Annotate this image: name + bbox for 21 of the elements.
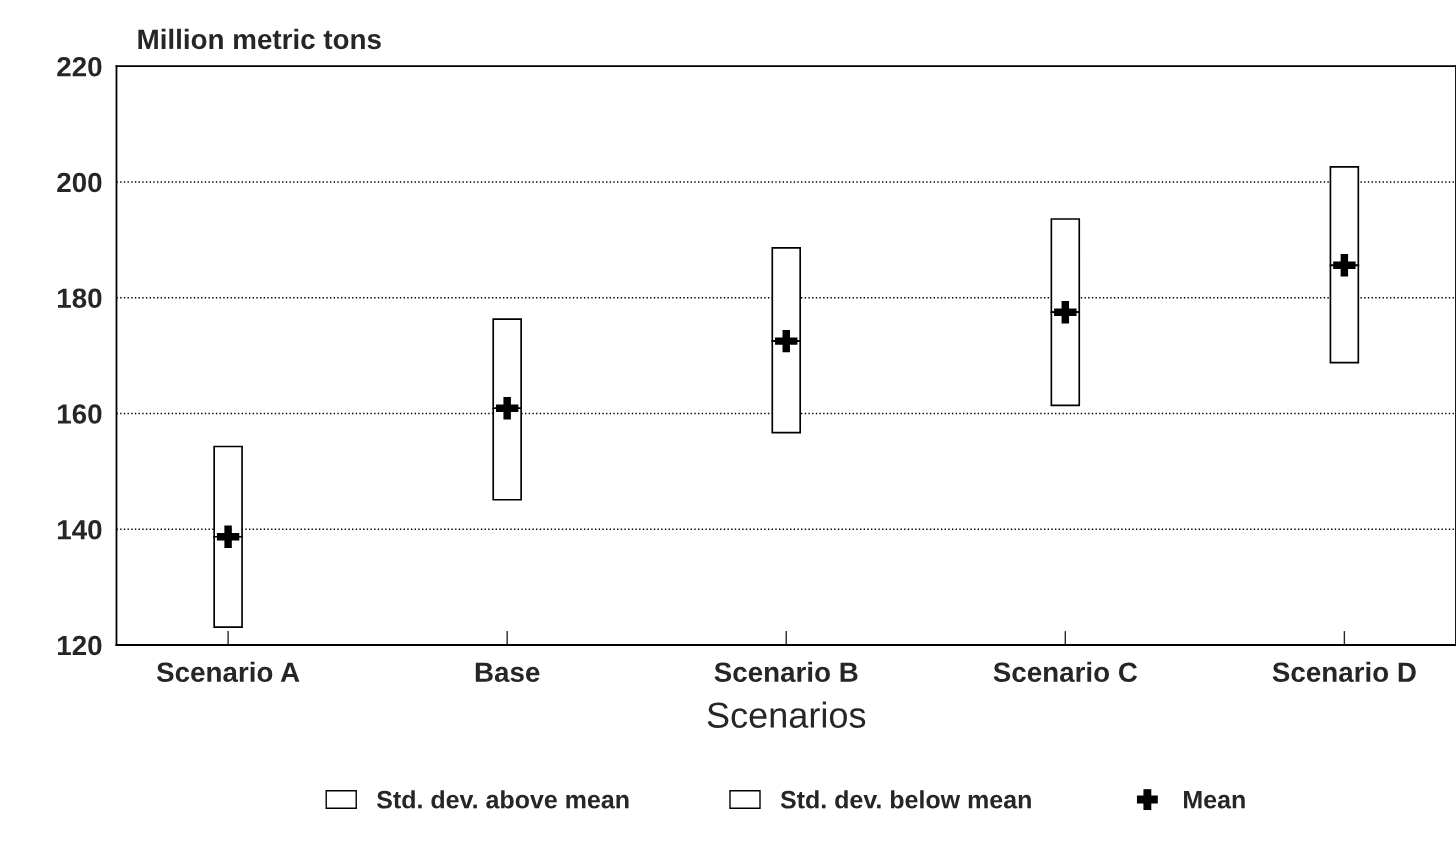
point <box>1054 301 1077 324</box>
x-axis-title: Scenarios <box>707 701 866 728</box>
legend-label: Std. dev. above mean <box>376 790 629 809</box>
y-tick-label: 200 <box>57 172 102 193</box>
legend-label: Mean <box>1184 791 1245 809</box>
legend-label: Std. dev. below mean <box>780 790 1031 809</box>
y-tick-label: 140 <box>58 519 102 540</box>
x-tick-label: Scenario C <box>993 661 1138 683</box>
point <box>216 525 240 548</box>
point <box>495 397 519 420</box>
y-tick-label: 220 <box>57 56 102 77</box>
x-tick-label: Base <box>475 662 540 683</box>
y-tick-label: 160 <box>58 404 102 424</box>
y-tick-label: 120 <box>58 635 102 656</box>
y-tick-label: 180 <box>58 288 102 309</box>
point <box>1333 254 1356 277</box>
x-tick-label: Scenario D <box>1272 661 1416 683</box>
point <box>775 329 798 353</box>
y-axis-title: Million metric tons <box>138 28 381 50</box>
x-tick-label: Scenario A <box>156 661 300 683</box>
x-tick-label: Scenario B <box>714 661 858 683</box>
